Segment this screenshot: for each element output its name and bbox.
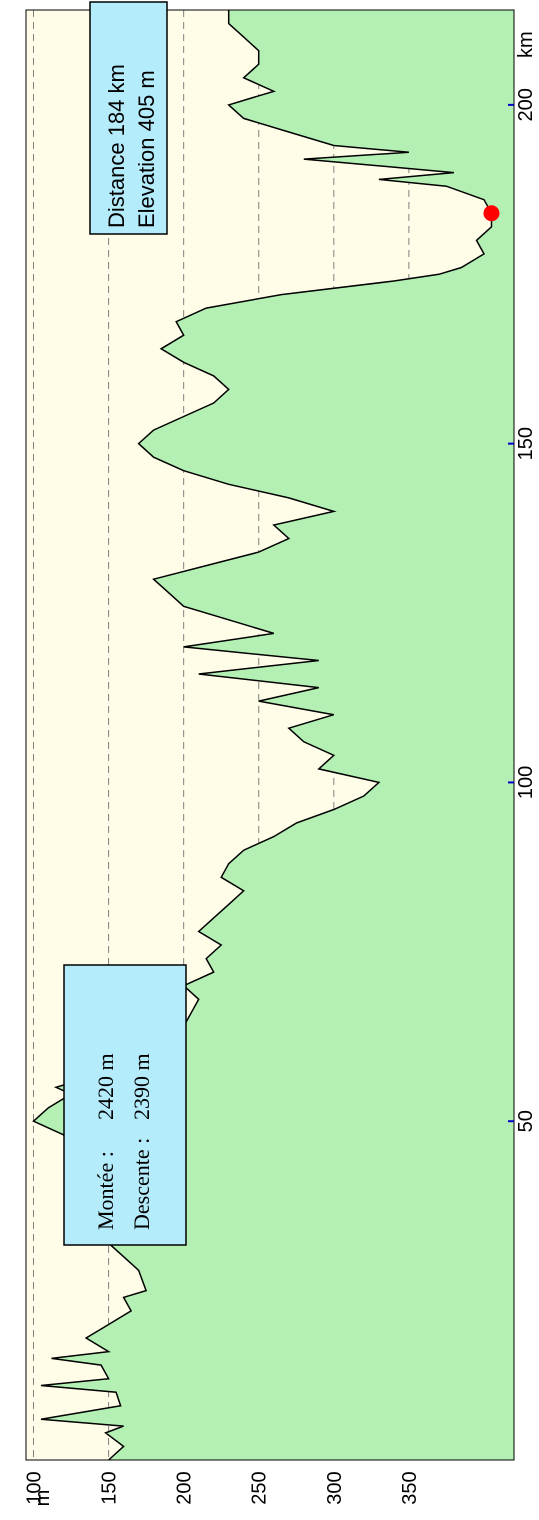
descent-label: Descente : <box>129 1138 154 1230</box>
position-tooltip: Distance 184 km Elevation 405 m <box>89 1 168 235</box>
tooltip-text: Distance 184 km Elevation 405 m <box>104 64 159 228</box>
y-tick-label: 150 <box>99 1471 121 1504</box>
x-axis: 50 100 150 200 <box>515 88 537 1132</box>
y-tick-label: 100 <box>24 1471 46 1504</box>
x-tick-label: 150 <box>515 427 537 460</box>
x-axis-unit: km <box>515 31 537 58</box>
y-axis-unit: m <box>32 1490 54 1507</box>
climb-label: Montée : <box>93 1151 118 1230</box>
descent-value: 2390 m <box>129 1053 154 1120</box>
x-tick-label: 200 <box>515 88 537 121</box>
y-tick-label: 250 <box>249 1471 271 1504</box>
y-axis: 100 150 200 250 300 350 <box>24 1471 421 1504</box>
x-tick-label: 50 <box>515 1110 537 1132</box>
climb-summary-box: Montée : 2420 m Descente : 2390 m <box>63 964 187 1246</box>
climb-summary-background <box>63 964 187 1246</box>
climb-summary-text: Montée : 2420 m Descente : 2390 m <box>93 1053 154 1230</box>
x-tick-label: 100 <box>515 766 537 799</box>
climb-value: 2420 m <box>93 1053 118 1120</box>
x-tick-marks <box>508 103 514 1123</box>
tooltip-background <box>89 1 168 235</box>
tooltip-elevation: Elevation 405 m <box>134 70 159 228</box>
position-marker <box>483 205 500 222</box>
plot-border <box>25 9 515 1461</box>
y-tick-label: 300 <box>324 1471 346 1504</box>
y-tick-label: 200 <box>174 1471 196 1504</box>
y-tick-label: 350 <box>399 1471 421 1504</box>
tooltip-distance: Distance 184 km <box>104 64 129 228</box>
